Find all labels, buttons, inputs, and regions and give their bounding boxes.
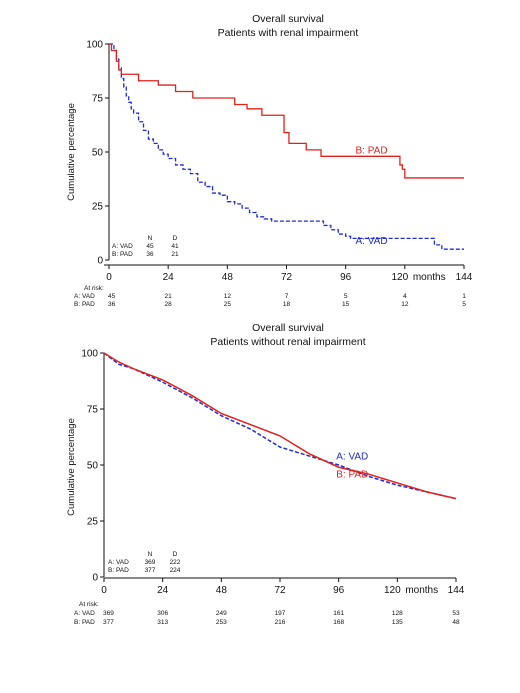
chart-1-y-tick-label: 50 — [92, 148, 104, 159]
chart-2-at-risk-value: 135 — [392, 619, 403, 626]
chart-2-y-axis-label: Cumulative percentage — [66, 418, 77, 516]
chart-1-nd-header-n: N — [148, 235, 153, 242]
chart-1-x-tick-label: 48 — [222, 272, 234, 283]
chart-1-nd-header-d: D — [173, 235, 178, 242]
chart-2-y-tick-label: 0 — [92, 573, 98, 584]
chart-2-at-risk-value: 161 — [333, 610, 344, 617]
chart-2-x-tick-label: 0 — [101, 585, 107, 596]
chart-1-at-risk-value: 1 — [462, 293, 466, 300]
chart-1-y-axis-label: Cumulative percentage — [66, 103, 77, 201]
chart-1-at-risk-title: At risk: — [84, 285, 104, 292]
chart-1-title: Overall survival — [252, 13, 324, 25]
chart-2-nd-row-n: 369 — [145, 559, 156, 566]
chart-2-at-risk-row-label: A: VAD — [74, 610, 95, 617]
chart-2-at-risk-value: 306 — [157, 610, 168, 617]
chart-2-x-tick-label: 48 — [216, 585, 228, 596]
chart-2-series-label-vad: A: VAD — [336, 452, 368, 463]
chart-1-at-risk-value: 18 — [283, 301, 291, 308]
chart-1-at-risk-value: 45 — [108, 293, 116, 300]
chart-2-x-tick-label: 96 — [333, 585, 345, 596]
chart-1-y-tick-label: 0 — [97, 256, 103, 267]
chart-1-x-axis-label: months — [413, 272, 446, 283]
chart-2-series-line-pad — [103, 352, 457, 500]
chart-1-at-risk-value: 12 — [224, 293, 232, 300]
chart-1-y-tick-label: 25 — [92, 202, 104, 213]
chart-2-at-risk-value: 377 — [103, 619, 114, 626]
chart-2-at-risk-value: 53 — [452, 610, 460, 617]
chart-2-nd-row-d: 224 — [170, 567, 181, 574]
chart-1-at-risk-value: 5 — [462, 301, 466, 308]
chart-2-x-tick-label: 24 — [157, 585, 169, 596]
chart-1-y-tick-label: 75 — [92, 94, 104, 105]
chart-2-at-risk-value: 197 — [275, 610, 286, 617]
chart-1-at-risk-row-label: B: PAD — [74, 301, 95, 308]
chart-1-nd-row-d: 41 — [171, 243, 179, 250]
chart-2-at-risk-value: 253 — [216, 619, 227, 626]
chart-1-y-tick-label: 100 — [86, 40, 103, 51]
chart-1-at-risk-value: 28 — [165, 301, 173, 308]
chart-2-nd-header-d: D — [173, 551, 178, 558]
chart-2-x-tick-label: 144 — [448, 585, 465, 596]
chart-2-nd-row-n: 377 — [145, 567, 156, 574]
chart-1-nd-row-d: 21 — [171, 251, 179, 258]
chart-1-at-risk-value: 21 — [165, 293, 173, 300]
chart-1-nd-row-n: 36 — [146, 251, 154, 258]
chart-1-x-tick-label: 120 — [391, 272, 408, 283]
chart-1-at-risk-value: 7 — [285, 293, 289, 300]
chart-2-y-tick-label: 75 — [87, 405, 99, 416]
chart-2-x-axis-label: months — [405, 585, 438, 596]
chart-1-subtitle: Patients with renal impairment — [218, 27, 359, 39]
chart-1-at-risk-value: 5 — [344, 293, 348, 300]
chart-2-nd-header-n: N — [148, 551, 153, 558]
chart-1-nd-row-label: A: VAD — [112, 243, 133, 250]
chart-2-nd-row-label: A: VAD — [108, 559, 129, 566]
chart-2-x-tick-label: 72 — [274, 585, 286, 596]
chart-2-at-risk-value: 216 — [275, 619, 286, 626]
chart-1-at-risk-value: 12 — [401, 301, 409, 308]
chart-2-at-risk-title: At risk: — [79, 601, 99, 608]
chart-1-x-tick-label: 72 — [281, 272, 293, 283]
chart-1-at-risk-row-label: A: VAD — [74, 293, 95, 300]
chart-2-y-tick-label: 100 — [81, 349, 98, 360]
chart-1-series-line-pad — [109, 43, 464, 179]
chart-2-at-risk-row-label: B: PAD — [74, 619, 95, 626]
chart-1-nd-row-label: B: PAD — [112, 251, 133, 258]
chart-1-x-tick-label: 24 — [163, 272, 175, 283]
chart-2-series-label-pad: B: PAD — [336, 469, 368, 480]
chart-2-series-line-vad — [103, 352, 457, 500]
chart-1-x-tick-label: 144 — [456, 272, 473, 283]
chart-2-nd-row-d: 222 — [170, 559, 181, 566]
chart-1-x-tick-label: 0 — [106, 272, 112, 283]
chart-2-subtitle: Patients without renal impairment — [210, 336, 365, 348]
chart-2-nd-row-label: B: PAD — [108, 567, 129, 574]
chart-2-at-risk-value: 313 — [157, 619, 168, 626]
chart-1-nd-row-n: 45 — [146, 243, 154, 250]
chart-1-series-label-pad: B: PAD — [356, 145, 388, 156]
chart-2-y-tick-label: 25 — [87, 517, 99, 528]
chart-2-at-risk-value: 249 — [216, 610, 227, 617]
chart-1-series-label-vad: A: VAD — [356, 236, 388, 247]
chart-1-at-risk-value: 4 — [403, 293, 407, 300]
chart-2-title: Overall survival — [252, 322, 324, 334]
chart-1-at-risk-value: 25 — [224, 301, 232, 308]
chart-2-y-tick-label: 50 — [87, 461, 99, 472]
chart-2-at-risk-value: 369 — [103, 610, 114, 617]
chart-1-series-line-vad — [109, 43, 464, 250]
chart-2-at-risk-value: 48 — [452, 619, 460, 626]
chart-2-x-tick-label: 120 — [384, 585, 401, 596]
chart-1-at-risk-value: 15 — [342, 301, 350, 308]
chart-1-at-risk-value: 36 — [108, 301, 116, 308]
chart-2-at-risk-value: 168 — [333, 619, 344, 626]
chart-2-at-risk-value: 128 — [392, 610, 403, 617]
chart-1-x-tick-label: 96 — [340, 272, 352, 283]
